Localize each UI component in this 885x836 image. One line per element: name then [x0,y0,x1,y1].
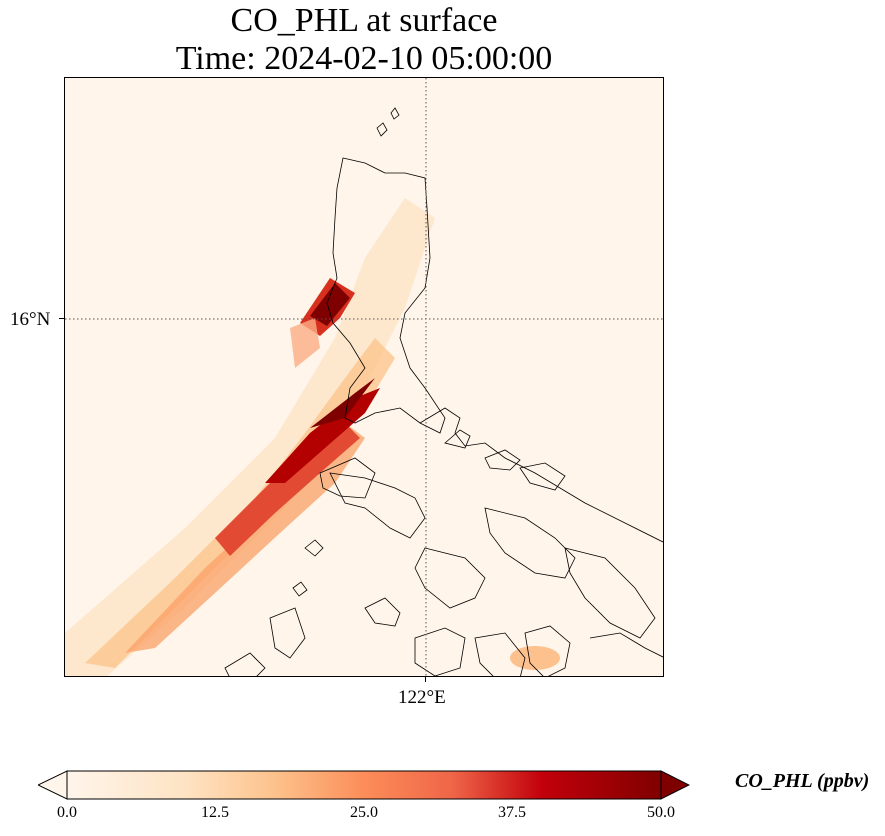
colorbar-tick-0: 0.0 [57,804,77,821]
batanes-islet-2 [390,107,400,120]
colorbar-extend-max [660,770,690,800]
colorbar-tick-1: 12.5 [201,804,229,821]
plume-core-south [215,418,360,556]
samar-west [484,507,576,579]
lat-tick-label-16n: 16°N [10,309,51,330]
leyte-coast [589,632,663,658]
colorbar-label: CO_PHL (ppbv) [735,770,870,792]
islet-2 [484,449,521,471]
lon-tick-mark [425,677,426,682]
plume-peak-south [265,388,380,483]
title-line-2: Time: 2024-02-10 05:00:00 [175,40,553,77]
title-line-1: CO_PHL at surface [230,2,498,39]
plume-mid [85,338,395,668]
mindoro-north [319,457,376,499]
colorbar [38,770,690,800]
bohol-area [524,625,571,676]
palawan-mid [224,652,266,676]
plume-fringe-north [290,318,320,368]
chart-title: CO_PHL at surface Time: 2024-02-10 05:00… [64,4,664,76]
lat-tick-mark [59,318,64,319]
colorbar-extend-min [38,770,68,800]
islet-3 [519,462,566,491]
islet-4 [304,539,324,557]
panay-island [414,627,466,676]
plume-peak-north [310,283,350,326]
palawan-north [269,607,306,659]
map-canvas [65,78,663,676]
masbate-island [414,547,486,609]
batanes-islet-1 [376,122,388,137]
bicol-coastline [419,407,663,543]
islet-5 [292,581,308,597]
lon-tick-label-122e: 122°E [398,687,446,708]
cebu-island [474,632,526,676]
panay-north [364,597,401,627]
islet-1 [444,429,471,449]
plume-southeast [510,646,560,670]
map-panel [64,77,664,677]
plume-halo [65,198,435,676]
colorbar-tick-3: 37.5 [498,804,526,821]
plume-peak-south-max [310,378,375,428]
colorbar-tick-2: 25.0 [350,804,378,821]
mindoro-island [329,472,426,539]
samar-island [564,547,656,639]
colorbar-gradient [66,770,662,800]
colorbar-tick-4: 50.0 [647,804,675,821]
